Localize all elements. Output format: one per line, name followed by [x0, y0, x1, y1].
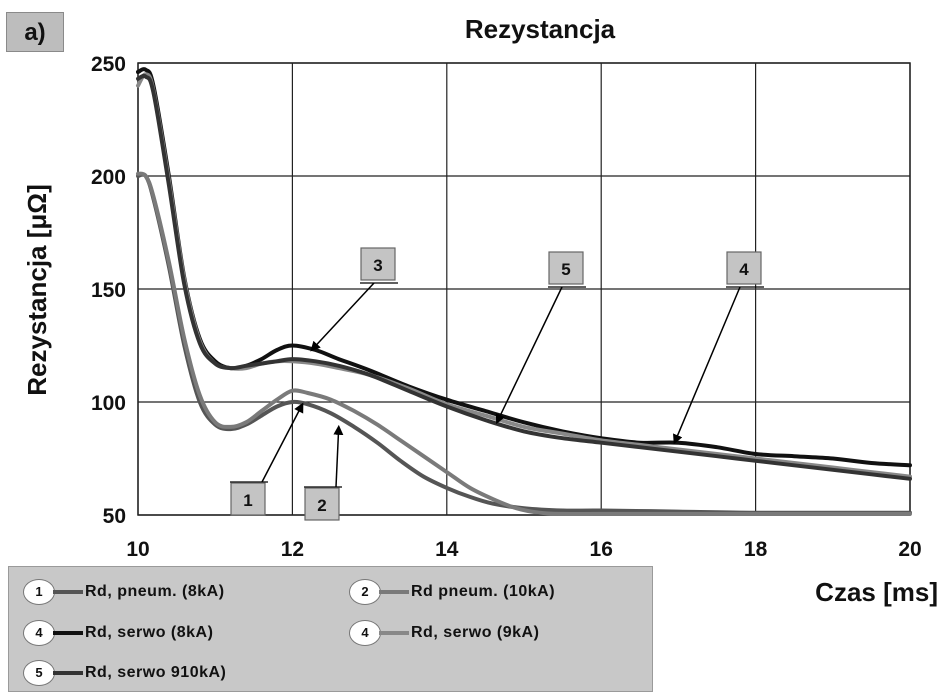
- legend-entry-1: 1 Rd, pneum. (8kA): [23, 579, 225, 605]
- callout-arrow-1: [261, 402, 304, 483]
- callout-arrow-3: [310, 282, 375, 352]
- callout-arrow-5: [495, 286, 563, 425]
- callout-box-4: [726, 251, 762, 285]
- callout-label-3: 3: [373, 256, 382, 275]
- grid: [137, 62, 911, 516]
- series-layer: [136, 67, 912, 516]
- legend-label-4: Rd, serwo (9kA): [411, 624, 540, 641]
- callouts: 1 2 3 5 4: [230, 247, 764, 521]
- callout-box-5: [548, 251, 584, 285]
- series-line-5: [136, 73, 912, 481]
- panel-label: a): [6, 12, 64, 52]
- x-tick-label: 18: [744, 538, 768, 561]
- legend-number-3: 4: [23, 620, 55, 646]
- y-tick-label: 50: [103, 505, 126, 528]
- chart-title: Rezystancja: [465, 14, 616, 44]
- legend-label-5: Rd, serwo 910kA): [85, 664, 227, 681]
- legend-entry-3: 4 Rd, serwo (8kA): [23, 620, 213, 646]
- x-tick-label: 20: [898, 538, 921, 561]
- legend-swatch-1: [53, 590, 83, 594]
- legend-swatch-2: [379, 590, 409, 594]
- legend-swatch-5: [53, 671, 83, 675]
- y-tick-label: 100: [91, 392, 126, 415]
- legend-swatch-3: [53, 631, 83, 635]
- legend-number-1: 1: [23, 579, 55, 605]
- x-axis-title: Czas [ms]: [815, 577, 938, 607]
- legend: 1 Rd, pneum. (8kA) 2 Rd pneum. (10kA) 4 …: [8, 566, 653, 692]
- callout-label-1: 1: [243, 491, 252, 510]
- legend-label-1: Rd, pneum. (8kA): [85, 583, 225, 600]
- y-tick-label: 250: [91, 53, 126, 76]
- legend-label-3: Rd, serwo (8kA): [85, 624, 214, 641]
- legend-label-2: Rd pneum. (10kA): [411, 583, 556, 600]
- y-tick-label: 150: [91, 279, 126, 302]
- legend-swatch-4: [379, 631, 409, 635]
- legend-number-4: 4: [349, 620, 381, 646]
- callout-box-3: [360, 247, 396, 281]
- legend-number-2: 2: [349, 579, 381, 605]
- callout-box-2: [304, 487, 340, 521]
- callout-box-1: [230, 482, 266, 516]
- legend-entry-5: 5 Rd, serwo 910kA): [23, 660, 226, 686]
- callout-label-4: 4: [739, 260, 749, 279]
- callout-arrow-2: [333, 424, 344, 488]
- x-tick-label: 16: [590, 538, 613, 561]
- x-tick-label: 12: [281, 538, 304, 561]
- legend-entry-4: 4 Rd, serwo (9kA): [349, 620, 539, 646]
- legend-number-5: 5: [23, 660, 55, 686]
- x-tick-label: 14: [435, 538, 459, 561]
- callout-arrow-4: [673, 286, 741, 445]
- x-tick-label: 10: [126, 538, 149, 561]
- callout-label-2: 2: [317, 496, 326, 515]
- y-axis-title: Rezystancja [μΩ]: [22, 184, 52, 396]
- series-line-2: [136, 171, 912, 516]
- y-tick-label: 200: [91, 166, 126, 189]
- legend-entry-2: 2 Rd pneum. (10kA): [349, 579, 555, 605]
- callout-label-5: 5: [561, 260, 570, 279]
